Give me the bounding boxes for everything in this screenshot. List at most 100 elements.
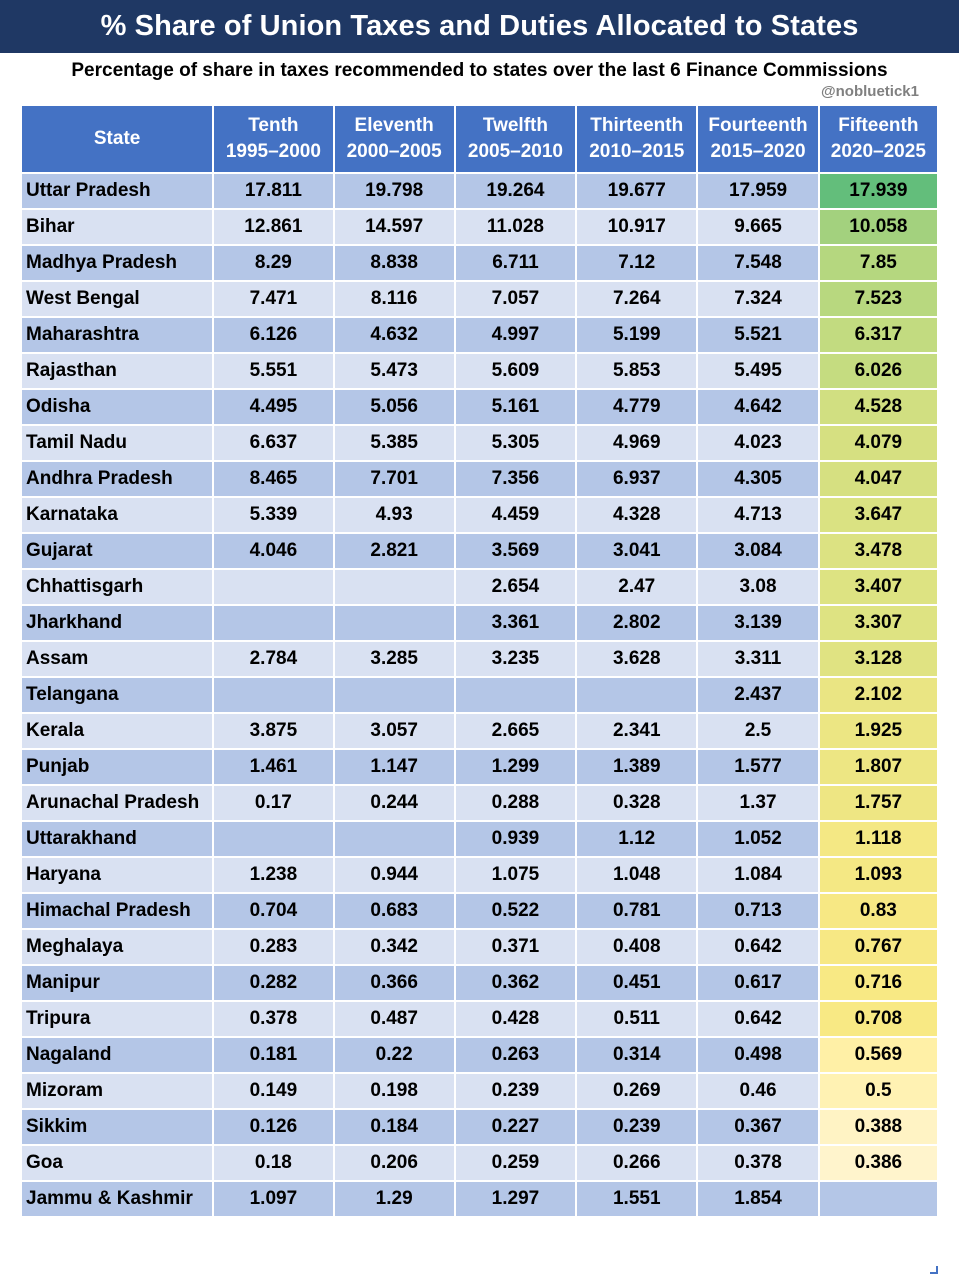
state-name-cell: Goa	[19, 1144, 215, 1182]
state-name-cell: Madhya Pradesh	[19, 244, 215, 282]
value-cell: 2.654	[453, 568, 578, 606]
state-name-cell: Uttar Pradesh	[19, 172, 215, 210]
column-years: 2005–2010	[467, 141, 563, 162]
value-cell: 2.437	[696, 676, 820, 714]
table-row: Tripura 0.378 0.487 0.428 0.511 0.642 0.708	[19, 1000, 940, 1038]
fifteenth-value-cell: 7.85	[817, 244, 940, 282]
value-cell: 0.314	[575, 1036, 699, 1074]
fifteenth-value-cell: 0.708	[817, 1000, 940, 1038]
value-cell: 4.713	[696, 496, 820, 534]
value-cell: 2.47	[575, 568, 699, 606]
value-cell: 0.704	[212, 892, 335, 930]
value-cell: 3.361	[453, 604, 578, 642]
tax-share-table: State Tenth 1995–2000 Eleventh 2000–2005 T…	[19, 104, 940, 1218]
value-cell: 1.052	[696, 820, 820, 858]
value-cell: 4.969	[575, 424, 699, 462]
value-cell: 4.328	[575, 496, 699, 534]
state-name-cell: Jammu & Kashmir	[19, 1180, 215, 1218]
value-cell: 0.713	[696, 892, 820, 930]
value-cell: 1.075	[453, 856, 578, 894]
fifteenth-value-cell: 10.058	[817, 208, 940, 246]
table-row: Telangana 2.437 2.102	[19, 676, 940, 714]
fifteenth-value-cell: 17.939	[817, 172, 940, 210]
value-cell: 0.378	[212, 1000, 335, 1038]
state-name-cell: Tamil Nadu	[19, 424, 215, 462]
table-row: Uttar Pradesh 17.811 19.798 19.264 19.677 17.…	[19, 172, 940, 210]
value-cell: 3.569	[453, 532, 578, 570]
table-row: West Bengal 7.471 8.116 7.057 7.264 7.324 7.52…	[19, 280, 940, 318]
table-row: Meghalaya 0.283 0.342 0.371 0.408 0.642 0.767	[19, 928, 940, 966]
state-name-cell: Maharashtra	[19, 316, 215, 354]
table-row: Jammu & Kashmir 1.097 1.29 1.297 1.551 1.854	[19, 1180, 940, 1218]
state-name-cell: Mizoram	[19, 1072, 215, 1110]
value-cell: 7.548	[696, 244, 820, 282]
value-cell	[212, 820, 335, 858]
column-header-fourteenth: Fourteenth 2015–2020	[696, 104, 820, 174]
value-cell: 10.917	[575, 208, 699, 246]
table-row: Maharashtra 6.126 4.632 4.997 5.199 5.521 6.31…	[19, 316, 940, 354]
value-cell: 0.939	[453, 820, 578, 858]
column-name: Twelfth	[482, 115, 548, 136]
column-header-thirteenth: Thirteenth 2010–2015	[575, 104, 699, 174]
value-cell: 6.711	[453, 244, 578, 282]
state-name-cell: Kerala	[19, 712, 215, 750]
value-cell: 19.798	[332, 172, 456, 210]
fifteenth-value-cell: 1.925	[817, 712, 940, 750]
fifteenth-value-cell: 2.102	[817, 676, 940, 714]
table-row: Tamil Nadu 6.637 5.385 5.305 4.969 4.023 4.079	[19, 424, 940, 462]
value-cell: 0.269	[575, 1072, 699, 1110]
value-cell: 0.642	[696, 928, 820, 966]
value-cell	[453, 676, 578, 714]
value-cell: 0.366	[332, 964, 456, 1002]
table-row: Madhya Pradesh 8.29 8.838 6.711 7.12 7.548 7.8…	[19, 244, 940, 282]
fifteenth-value-cell: 4.047	[817, 460, 940, 498]
table-row: Mizoram 0.149 0.198 0.239 0.269 0.46 0.5	[19, 1072, 940, 1110]
value-cell: 7.471	[212, 280, 335, 318]
value-cell: 0.239	[453, 1072, 578, 1110]
table-row: Haryana 1.238 0.944 1.075 1.048 1.084 1.093	[19, 856, 940, 894]
value-cell: 5.339	[212, 496, 335, 534]
value-cell: 0.367	[696, 1108, 820, 1146]
value-cell: 7.264	[575, 280, 699, 318]
value-cell: 0.683	[332, 892, 456, 930]
table-row: Rajasthan 5.551 5.473 5.609 5.853 5.495 6.026	[19, 352, 940, 390]
table-row: Assam 2.784 3.285 3.235 3.628 3.311 3.128	[19, 640, 940, 678]
state-name-cell: Karnataka	[19, 496, 215, 534]
value-cell: 3.08	[696, 568, 820, 606]
value-cell: 11.028	[453, 208, 578, 246]
value-cell: 1.37	[696, 784, 820, 822]
value-cell: 1.147	[332, 748, 456, 786]
value-cell: 3.628	[575, 640, 699, 678]
value-cell: 0.642	[696, 1000, 820, 1038]
value-cell: 9.665	[696, 208, 820, 246]
state-name-cell: Bihar	[19, 208, 215, 246]
column-years: 2020–2025	[830, 141, 926, 162]
value-cell: 0.522	[453, 892, 578, 930]
state-name-cell: Haryana	[19, 856, 215, 894]
column-name: Fourteenth	[708, 115, 808, 136]
table-row: Sikkim 0.126 0.184 0.227 0.239 0.367 0.388	[19, 1108, 940, 1146]
value-cell: 1.297	[453, 1180, 578, 1218]
column-name: Eleventh	[354, 115, 434, 136]
value-cell: 17.811	[212, 172, 335, 210]
value-cell: 0.244	[332, 784, 456, 822]
value-cell: 5.305	[453, 424, 578, 462]
value-cell: 5.056	[332, 388, 456, 426]
value-cell: 0.328	[575, 784, 699, 822]
value-cell: 7.057	[453, 280, 578, 318]
fifteenth-value-cell: 1.757	[817, 784, 940, 822]
value-cell: 7.324	[696, 280, 820, 318]
value-cell: 5.495	[696, 352, 820, 390]
value-cell: 0.18	[212, 1144, 335, 1182]
value-cell: 8.116	[332, 280, 456, 318]
value-cell: 1.048	[575, 856, 699, 894]
value-cell: 0.944	[332, 856, 456, 894]
value-cell: 3.285	[332, 640, 456, 678]
fifteenth-value-cell: 3.128	[817, 640, 940, 678]
fifteenth-value-cell: 0.767	[817, 928, 940, 966]
value-cell: 4.93	[332, 496, 456, 534]
value-cell: 14.597	[332, 208, 456, 246]
fifteenth-value-cell: 7.523	[817, 280, 940, 318]
value-cell: 0.342	[332, 928, 456, 966]
value-cell: 0.46	[696, 1072, 820, 1110]
